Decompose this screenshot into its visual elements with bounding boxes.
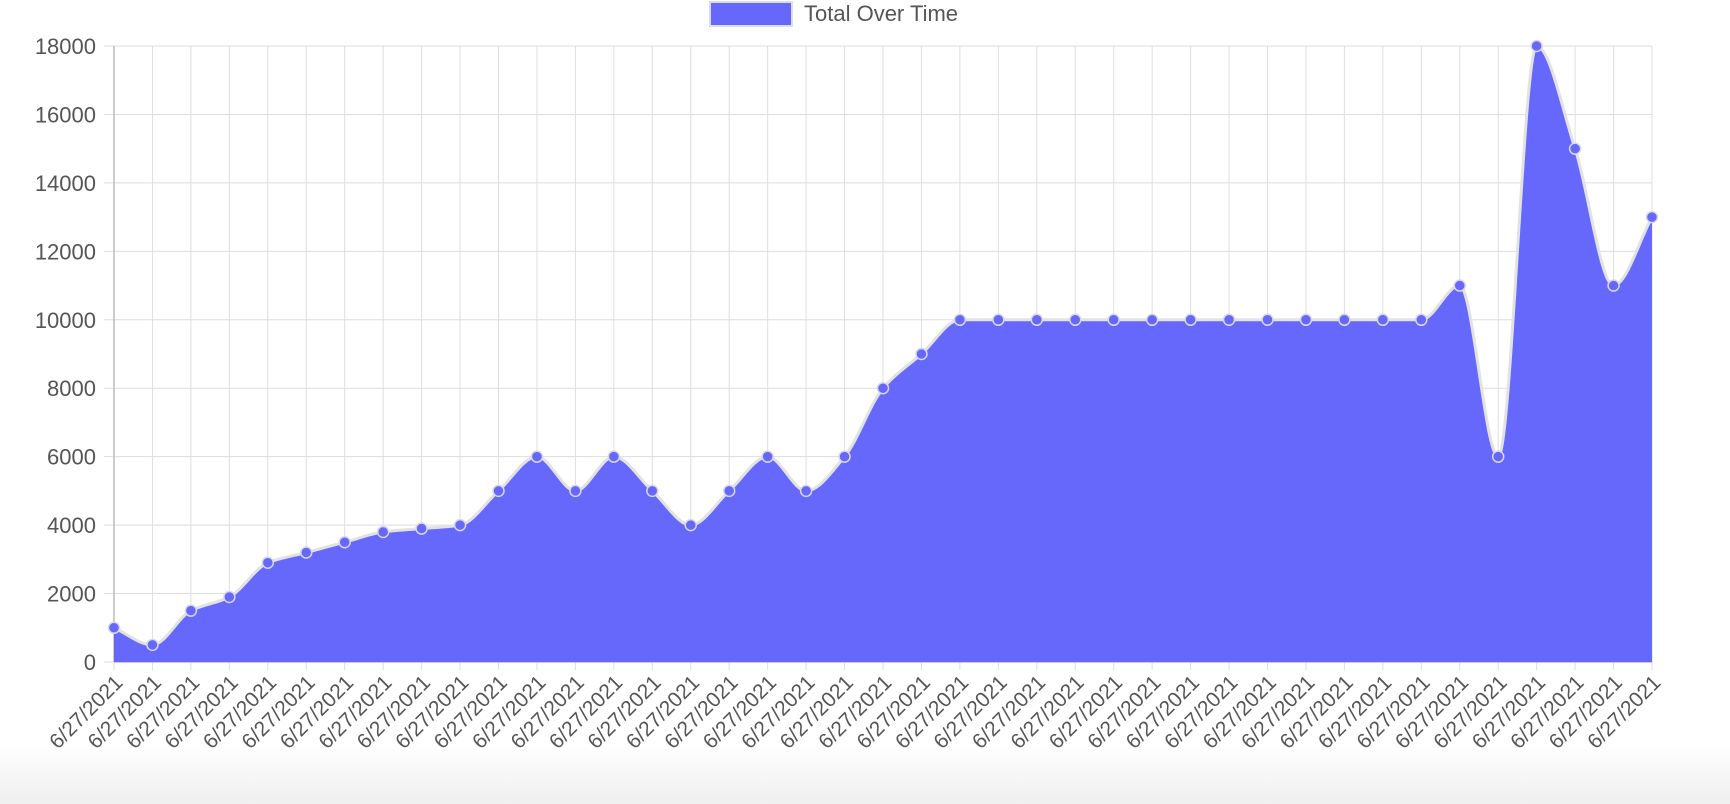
data-point — [607, 450, 621, 463]
data-point — [1030, 313, 1044, 327]
data-point — [1530, 39, 1543, 53]
legend-swatch — [709, 1, 793, 27]
y-tick-label: 18000 — [35, 34, 96, 59]
y-tick-label: 4000 — [47, 513, 96, 538]
data-point — [684, 518, 697, 532]
data-point — [1107, 313, 1120, 327]
data-point — [415, 522, 428, 535]
data-point — [338, 535, 351, 549]
data-point — [799, 484, 813, 498]
data-point — [569, 484, 582, 498]
y-tick-label: 0 — [84, 650, 96, 675]
data-point — [838, 450, 851, 463]
data-point — [453, 518, 467, 532]
data-point — [376, 525, 390, 539]
data-point — [1376, 313, 1390, 327]
data-point — [1645, 210, 1659, 224]
y-tick-label: 10000 — [35, 308, 96, 333]
y-tick-label: 16000 — [35, 102, 96, 127]
data-point — [184, 604, 198, 617]
data-point — [992, 313, 1005, 327]
data-point — [876, 381, 890, 395]
y-tick-label: 14000 — [35, 171, 96, 196]
data-point — [1338, 313, 1351, 327]
data-point — [761, 450, 774, 463]
y-tick-label: 8000 — [47, 376, 96, 401]
data-point — [530, 450, 544, 463]
data-point — [722, 484, 736, 498]
y-tick-label: 12000 — [35, 239, 96, 264]
data-point — [1145, 313, 1159, 327]
data-point — [300, 546, 313, 559]
legend[interactable]: Total Over Time — [709, 1, 958, 27]
data-point — [1184, 313, 1197, 327]
data-point — [223, 590, 236, 604]
data-point — [107, 621, 121, 635]
y-tick-label: 6000 — [47, 445, 96, 470]
data-point — [1261, 313, 1274, 327]
series-area — [114, 46, 1652, 662]
data-point — [953, 313, 967, 327]
data-point — [1222, 313, 1236, 327]
data-point — [1453, 279, 1466, 292]
data-point — [492, 484, 505, 498]
legend-label: Total Over Time — [804, 1, 958, 26]
y-tick-label: 2000 — [47, 582, 96, 607]
data-point — [1299, 313, 1313, 327]
data-point — [261, 556, 275, 570]
data-point — [1568, 142, 1582, 155]
data-point — [146, 638, 159, 652]
data-point — [1607, 279, 1620, 292]
data-point — [1491, 450, 1505, 463]
data-point — [1069, 313, 1082, 327]
data-point — [646, 484, 659, 498]
data-point — [915, 347, 928, 361]
data-point — [1415, 313, 1428, 327]
